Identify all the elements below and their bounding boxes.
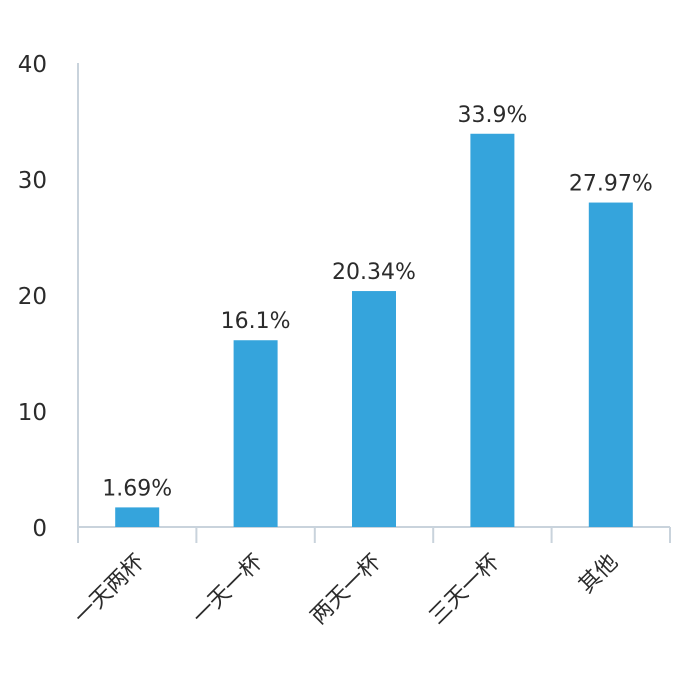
x-tick-label: 其他 [574,550,623,599]
y-tick-label: 20 [18,284,47,310]
y-tick-label: 40 [18,52,47,78]
y-tick-label: 0 [32,516,47,542]
data-label: 20.34% [332,260,416,285]
data-label: 16.1% [221,309,291,334]
y-axis: 0 10 20 30 40 [18,52,79,543]
bar [470,133,515,527]
data-labels: 1.69% 16.1% 20.34% 33.9% 27.97% [102,103,652,502]
bar [115,507,160,527]
x-tick-label: 一天一杯 [188,550,268,630]
bar [588,202,633,527]
bars [115,133,633,527]
data-label: 27.97% [569,172,653,197]
data-label: 1.69% [102,476,172,501]
x-tick-label: 三天一杯 [425,550,505,630]
y-tick-label: 30 [18,168,47,194]
x-tick-label: 一天两杯 [70,550,150,630]
y-tick-label: 10 [18,400,47,426]
bar [352,291,396,527]
bar [233,340,278,527]
data-label: 33.9% [457,103,527,128]
x-tick-label: 两天一杯 [306,550,386,630]
x-axis: 一天两杯 一天一杯 两天一杯 三天一杯 其他 [70,526,671,630]
